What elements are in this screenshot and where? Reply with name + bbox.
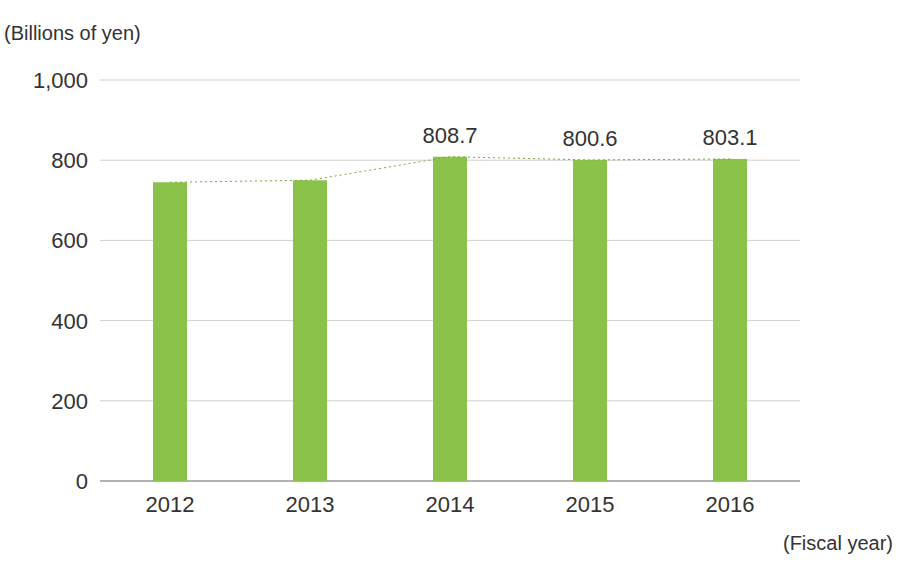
data-label: 800.6 xyxy=(562,126,617,151)
bar xyxy=(573,160,607,481)
y-tick-label: 800 xyxy=(51,148,88,173)
x-tick-label: 2012 xyxy=(146,492,195,517)
y-axis-title: (Billions of yen) xyxy=(4,22,141,44)
x-tick-label: 2014 xyxy=(426,492,475,517)
data-label: 808.7 xyxy=(422,123,477,148)
connector-line xyxy=(170,157,730,183)
y-tick-label: 400 xyxy=(51,309,88,334)
data-label: 803.1 xyxy=(702,125,757,150)
bar xyxy=(433,157,467,481)
x-axis-title: (Fiscal year) xyxy=(783,532,893,554)
bar xyxy=(713,159,747,481)
x-tick-label: 2016 xyxy=(706,492,755,517)
x-tick-label: 2013 xyxy=(286,492,335,517)
y-tick-label: 0 xyxy=(76,469,88,494)
y-tick-label: 200 xyxy=(51,389,88,414)
bar xyxy=(293,180,327,481)
y-tick-label: 600 xyxy=(51,228,88,253)
plot-area xyxy=(153,157,747,481)
x-tick-label: 2015 xyxy=(566,492,615,517)
grid-line xyxy=(100,80,800,81)
y-tick-label: 1,000 xyxy=(33,68,88,93)
chart: (Billions of yen) 0 200 400 600 800 1,000 808.7… xyxy=(0,0,900,580)
bar xyxy=(153,182,187,481)
